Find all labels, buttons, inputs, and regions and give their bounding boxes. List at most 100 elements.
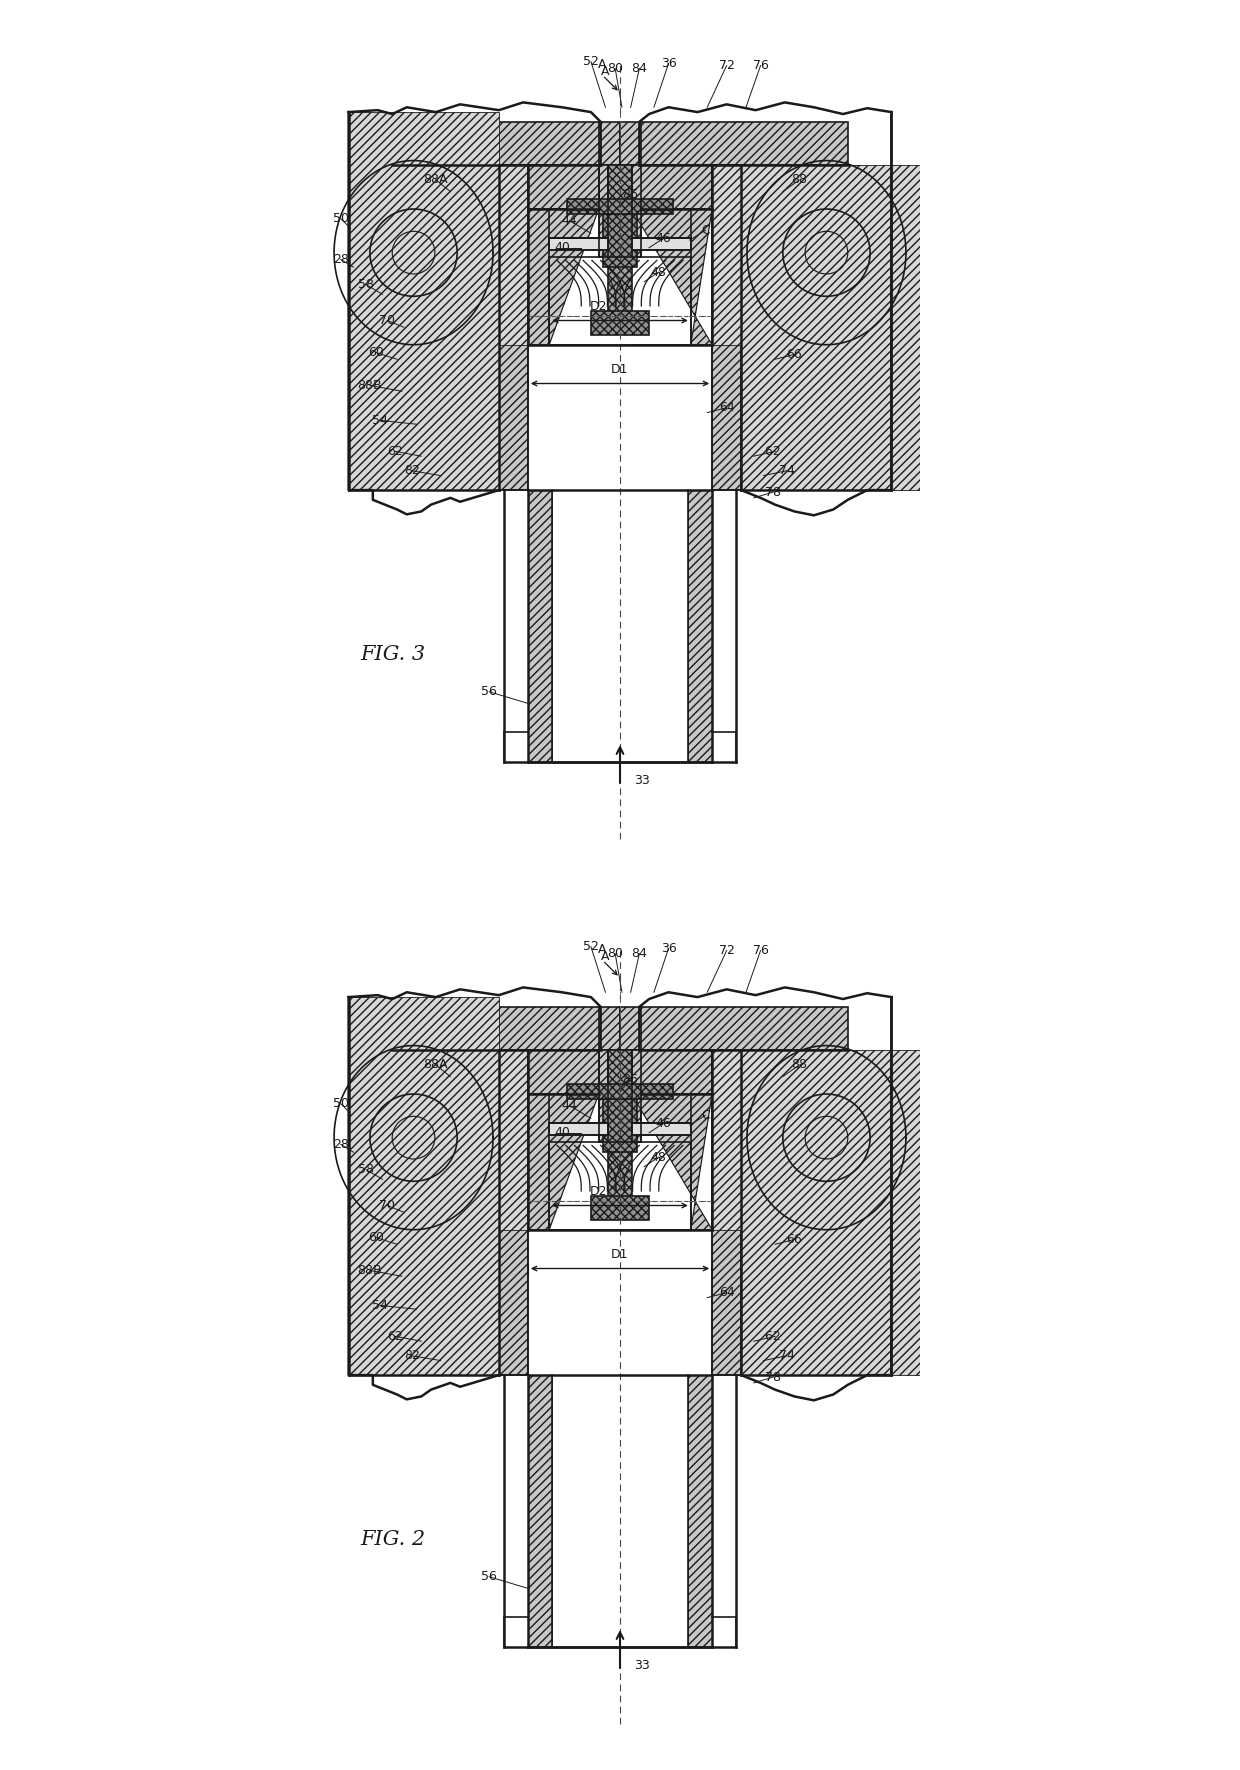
Text: 74: 74: [779, 464, 795, 478]
Polygon shape: [712, 165, 920, 490]
Text: A: A: [601, 950, 610, 963]
Text: 54: 54: [372, 1299, 388, 1312]
Text: 62: 62: [387, 444, 403, 458]
Text: 88A: 88A: [424, 1058, 448, 1071]
Polygon shape: [609, 1142, 631, 1216]
Polygon shape: [599, 122, 620, 165]
Text: 58: 58: [358, 278, 374, 290]
Text: 36: 36: [661, 942, 676, 956]
Text: 28: 28: [332, 253, 348, 266]
Text: 80: 80: [608, 62, 624, 74]
Text: 84: 84: [631, 947, 647, 959]
Text: 44: 44: [562, 214, 578, 227]
Polygon shape: [528, 1050, 599, 1094]
Polygon shape: [599, 1050, 609, 1142]
Text: 66: 66: [786, 349, 802, 361]
Text: D1: D1: [611, 363, 629, 375]
Polygon shape: [631, 165, 712, 209]
Text: D1: D1: [611, 1248, 629, 1260]
Text: C: C: [701, 1108, 709, 1122]
Polygon shape: [712, 1050, 920, 1375]
Polygon shape: [631, 165, 641, 257]
Text: 50: 50: [332, 212, 348, 225]
Polygon shape: [392, 122, 600, 165]
Polygon shape: [631, 1050, 712, 1094]
Polygon shape: [528, 209, 599, 345]
Text: 60: 60: [368, 1230, 383, 1244]
Polygon shape: [609, 165, 631, 257]
Text: A: A: [599, 58, 606, 71]
Text: 80: 80: [608, 947, 624, 959]
Polygon shape: [567, 200, 673, 214]
Text: 88B: 88B: [357, 379, 382, 391]
Text: 52: 52: [583, 940, 599, 954]
Polygon shape: [528, 1375, 552, 1646]
Text: 48: 48: [651, 1150, 667, 1163]
Text: FIG. 3: FIG. 3: [361, 646, 425, 664]
Text: 40: 40: [554, 241, 570, 255]
Polygon shape: [603, 214, 637, 267]
Text: 56: 56: [481, 1570, 497, 1582]
Text: 62: 62: [765, 444, 785, 458]
Polygon shape: [567, 1085, 673, 1099]
Text: 78: 78: [765, 485, 781, 499]
Text: 78: 78: [765, 1370, 781, 1384]
Text: 50: 50: [332, 1097, 348, 1110]
Text: 74: 74: [779, 1349, 795, 1363]
Polygon shape: [640, 122, 848, 165]
Polygon shape: [603, 1099, 637, 1152]
Text: 66: 66: [786, 1234, 802, 1246]
Text: 56: 56: [481, 685, 497, 697]
Polygon shape: [528, 165, 599, 209]
Polygon shape: [620, 1007, 641, 1050]
Polygon shape: [688, 490, 712, 761]
Text: 64: 64: [719, 402, 734, 414]
Text: 82: 82: [404, 464, 419, 478]
Polygon shape: [392, 1007, 600, 1050]
Polygon shape: [688, 1375, 712, 1646]
Text: 88A: 88A: [424, 173, 448, 186]
Polygon shape: [631, 239, 691, 250]
Text: 33: 33: [635, 775, 650, 788]
Text: 64: 64: [719, 1287, 734, 1299]
Polygon shape: [609, 1050, 631, 1142]
Text: 86: 86: [621, 188, 637, 202]
Polygon shape: [599, 1007, 620, 1050]
Text: 36: 36: [661, 57, 676, 71]
Text: 58: 58: [358, 1163, 374, 1175]
Text: 76: 76: [753, 58, 769, 73]
Polygon shape: [498, 165, 528, 490]
Polygon shape: [712, 165, 742, 490]
Text: 44: 44: [562, 1099, 578, 1112]
Polygon shape: [528, 490, 552, 761]
Polygon shape: [549, 1124, 609, 1135]
Polygon shape: [498, 1050, 528, 1375]
Text: C: C: [701, 223, 709, 237]
Polygon shape: [631, 209, 712, 345]
Text: 70: 70: [379, 1198, 396, 1212]
Text: D2: D2: [590, 299, 608, 313]
Text: A: A: [599, 943, 606, 956]
Polygon shape: [631, 1094, 712, 1230]
Text: 62: 62: [765, 1329, 785, 1343]
Text: 52: 52: [583, 55, 599, 69]
Polygon shape: [599, 165, 609, 257]
Polygon shape: [631, 1124, 691, 1135]
Text: 46: 46: [656, 1117, 672, 1129]
Text: FIG. 2: FIG. 2: [361, 1531, 425, 1549]
Polygon shape: [348, 112, 528, 490]
Text: 88: 88: [791, 173, 807, 186]
Text: 82: 82: [404, 1349, 419, 1363]
Text: 84: 84: [631, 62, 647, 74]
Text: 54: 54: [372, 414, 388, 427]
Text: 62: 62: [387, 1329, 403, 1343]
Text: 48: 48: [651, 266, 667, 278]
Text: 88: 88: [791, 1058, 807, 1071]
Polygon shape: [640, 1007, 848, 1050]
Text: 76: 76: [753, 943, 769, 958]
Polygon shape: [620, 122, 641, 165]
Text: 33: 33: [635, 1660, 650, 1673]
Text: 72: 72: [719, 58, 734, 73]
Polygon shape: [631, 1050, 641, 1142]
Text: 46: 46: [656, 232, 672, 244]
